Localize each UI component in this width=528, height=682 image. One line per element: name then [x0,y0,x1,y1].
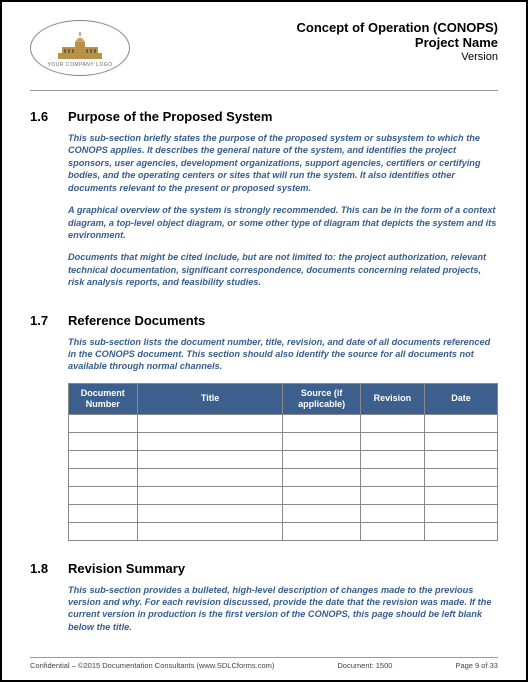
section-1-8: 1.8 Revision Summary This sub-section pr… [30,561,498,644]
table-cell [137,486,283,504]
page-header: YOUR COMPANY LOGO Concept of Operation (… [30,20,498,76]
col-header-revision: Revision [360,383,424,414]
table-cell [283,468,360,486]
paragraph: A graphical overview of the system is st… [68,204,498,241]
project-name: Project Name [297,35,499,50]
table-cell [360,522,424,540]
table-cell [425,522,498,540]
section-title: Purpose of the Proposed System [68,109,272,124]
table-header-row: Document Number Title Source (if applica… [69,383,498,414]
paragraph: This sub-section provides a bulleted, hi… [68,584,498,634]
table-cell [137,414,283,432]
section-heading: 1.8 Revision Summary [30,561,498,576]
footer-left: Confidential – ©2015 Documentation Consu… [30,661,274,670]
table-cell [137,468,283,486]
table-cell [69,522,138,540]
document-page: YOUR COMPANY LOGO Concept of Operation (… [2,2,526,680]
table-cell [360,432,424,450]
footer-center: Document: 1500 [337,661,392,670]
table-row [69,504,498,522]
table-cell [137,504,283,522]
table-row [69,468,498,486]
table-row [69,432,498,450]
table-row [69,486,498,504]
header-titles: Concept of Operation (CONOPS) Project Na… [297,20,499,63]
capitol-icon [50,29,110,61]
paragraph: Documents that might be cited include, b… [68,251,498,288]
table-cell [69,486,138,504]
table-row [69,450,498,468]
table-cell [360,504,424,522]
header-rule [30,90,498,91]
table-cell [360,450,424,468]
section-body: This sub-section briefly states the purp… [68,132,498,289]
table-cell [425,504,498,522]
section-body: This sub-section provides a bulleted, hi… [68,584,498,634]
document-title: Concept of Operation (CONOPS) [297,20,499,35]
table-cell [69,432,138,450]
section-heading: 1.6 Purpose of the Proposed System [30,109,498,124]
logo-caption: YOUR COMPANY LOGO [48,62,113,68]
section-1-6: 1.6 Purpose of the Proposed System This … [30,109,498,299]
col-header-title: Title [137,383,283,414]
paragraph: This sub-section briefly states the purp… [68,132,498,194]
table-cell [425,450,498,468]
section-heading: 1.7 Reference Documents [30,313,498,328]
table-cell [283,414,360,432]
section-1-7: 1.7 Reference Documents This sub-section… [30,313,498,547]
table-cell [69,450,138,468]
table-row [69,522,498,540]
table-cell [425,432,498,450]
col-header-source: Source (if applicable) [283,383,360,414]
section-title: Reference Documents [68,313,205,328]
table-cell [425,468,498,486]
table-cell [283,450,360,468]
page-footer: Confidential – ©2015 Documentation Consu… [30,657,498,670]
table-cell [283,504,360,522]
section-number: 1.7 [30,313,54,328]
table-cell [69,414,138,432]
table-cell [360,486,424,504]
section-title: Revision Summary [68,561,185,576]
table-cell [360,414,424,432]
table-cell [137,432,283,450]
section-number: 1.8 [30,561,54,576]
table-cell [69,468,138,486]
table-cell [137,450,283,468]
reference-documents-table: Document Number Title Source (if applica… [68,383,498,541]
table-cell [137,522,283,540]
table-row [69,414,498,432]
footer-right: Page 9 of 33 [455,661,498,670]
table-cell [283,432,360,450]
table-body [69,414,498,540]
paragraph: This sub-section lists the document numb… [68,336,498,373]
col-header-docnum: Document Number [69,383,138,414]
col-header-date: Date [425,383,498,414]
table-cell [425,414,498,432]
table-cell [69,504,138,522]
version-label: Version [297,51,499,63]
table-cell [283,486,360,504]
section-body: This sub-section lists the document numb… [68,336,498,541]
table-cell [360,468,424,486]
table-cell [425,486,498,504]
company-logo-placeholder: YOUR COMPANY LOGO [30,20,130,76]
section-number: 1.6 [30,109,54,124]
table-cell [283,522,360,540]
